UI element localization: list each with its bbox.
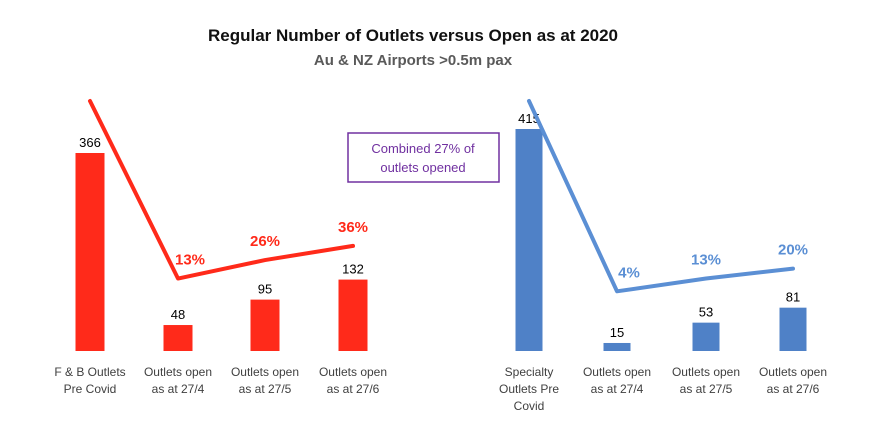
chart-subtitle: Au & NZ Airports >0.5m pax [314, 52, 513, 69]
bar [250, 299, 280, 351]
bar-value-label: 132 [342, 262, 364, 277]
percent-label: 13% [691, 252, 721, 269]
percent-label: 26% [250, 233, 280, 250]
category-label-line: as at 27/6 [327, 382, 380, 396]
percent-open-line [527, 99, 795, 294]
category-label-line: Outlets open [231, 365, 299, 379]
category-label: Outlets open as at 27/4 [144, 365, 212, 396]
category-label-line: as at 27/4 [152, 382, 205, 396]
bar [515, 129, 543, 351]
category-label-line: as at 27/6 [767, 382, 820, 396]
category-label: Outlets open as at 27/6 [759, 365, 827, 396]
category-label-line: Outlets open [583, 365, 651, 379]
bar-value-label: 95 [258, 282, 272, 297]
bar-value-label: 48 [171, 307, 185, 322]
category-label-line: Specialty [505, 365, 554, 379]
category-label: Specialty Outlets Pre Covid [499, 365, 559, 413]
bar-value-label: 366 [79, 135, 101, 150]
category-label-line: Outlets Pre [499, 382, 559, 396]
category-label-line: as at 27/5 [239, 382, 292, 396]
category-label: Outlets open as at 27/4 [583, 365, 651, 396]
callout-line-2: outlets opened [380, 160, 465, 175]
callout-border [347, 132, 500, 183]
callout-box: Combined 27% of outlets opened [347, 132, 500, 183]
category-label: Outlets open as at 27/5 [672, 365, 740, 396]
category-label-line: F & B Outlets [54, 365, 125, 379]
percent-label: 36% [338, 219, 368, 236]
callout-line-1: Combined 27% of [371, 141, 475, 156]
category-label-line: Outlets open [319, 365, 387, 379]
bar [75, 153, 105, 351]
category-label-line: Outlets open [144, 365, 212, 379]
percent-open-line [88, 99, 355, 281]
bar-value-label: 53 [699, 305, 713, 320]
bar [603, 342, 631, 351]
category-label-line: Outlets open [759, 365, 827, 379]
bar-value-label: 15 [610, 325, 624, 340]
category-label-line: as at 27/5 [680, 382, 733, 396]
percent-label: 4% [618, 264, 640, 281]
category-label-line: Pre Covid [64, 382, 117, 396]
bar [338, 279, 368, 351]
bar [692, 322, 720, 351]
category-label: F & B Outlets Pre Covid [54, 365, 125, 396]
percent-label: 20% [778, 242, 808, 259]
percent-label: 13% [175, 252, 205, 269]
bar [779, 307, 807, 351]
category-label: Outlets open as at 27/6 [319, 365, 387, 396]
bar-value-label: 81 [786, 290, 800, 305]
category-label: Outlets open as at 27/5 [231, 365, 299, 396]
bar [163, 325, 193, 351]
category-label-line: as at 27/4 [591, 382, 644, 396]
fb-outlets-panel: 366 48 95 132 13% 26% 36% F & B Outlets Pre Covi… [54, 99, 387, 396]
category-label-line: Outlets open [672, 365, 740, 379]
chart-title: Regular Number of Outlets versus Open as… [208, 26, 618, 45]
category-label-line: Covid [514, 399, 545, 413]
